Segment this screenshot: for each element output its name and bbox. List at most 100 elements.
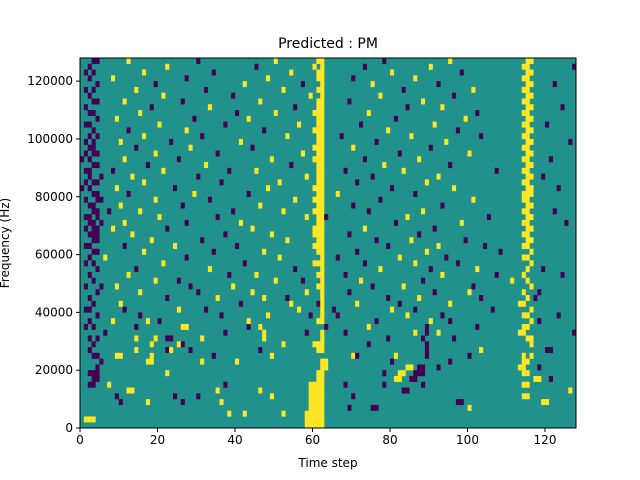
heatmap-cell (258, 98, 263, 105)
heatmap-cell (320, 219, 325, 226)
heatmap-cell (521, 63, 526, 70)
heatmap-cell (304, 289, 309, 296)
heatmap-cell (421, 364, 426, 371)
heatmap-cell (316, 190, 321, 197)
heatmap-cell (564, 219, 569, 226)
heatmap-cell (87, 63, 92, 70)
heatmap-cell (254, 63, 259, 70)
heatmap-cell (312, 225, 317, 232)
heatmap-cell (397, 300, 402, 307)
heatmap-cell (405, 214, 410, 221)
heatmap-cell (91, 237, 96, 244)
heatmap-cell (80, 156, 85, 163)
heatmap-cell (320, 150, 325, 157)
heatmap-cell (169, 347, 174, 354)
heatmap-cell (320, 81, 325, 88)
heatmap-cell (459, 219, 464, 226)
heatmap-cell (126, 271, 131, 278)
heatmap-cell (525, 214, 530, 221)
heatmap-cell (227, 167, 232, 174)
heatmap-cell (393, 375, 398, 382)
heatmap-cell (157, 214, 162, 221)
heatmap-cell (320, 98, 325, 105)
y-tick-label: 100000 (27, 132, 73, 146)
heatmap-cell (529, 248, 534, 255)
heatmap-cell (219, 399, 224, 406)
heatmap-cell (308, 399, 313, 406)
heatmap-cell (149, 104, 154, 111)
heatmap-cell (320, 225, 325, 232)
x-tick-label: 40 (227, 433, 242, 447)
heatmap-cell (211, 352, 216, 359)
heatmap-cell (525, 381, 530, 388)
heatmap-cell (165, 335, 170, 342)
heatmap-cell (269, 352, 274, 359)
heatmap-cell (386, 127, 391, 134)
heatmap-cell (196, 58, 201, 64)
heatmap-cell (409, 375, 414, 382)
heatmap-cell (525, 208, 530, 215)
heatmap-cell (355, 248, 360, 255)
heatmap-cell (448, 300, 453, 307)
heatmap-cell (483, 243, 488, 249)
heatmap-cell (316, 162, 321, 169)
heatmap-cell (463, 237, 468, 244)
heatmap-cell (316, 110, 321, 117)
heatmap-cell (432, 225, 437, 232)
heatmap-cell (153, 196, 158, 203)
heatmap-cell (440, 271, 445, 278)
heatmap-cell (180, 98, 185, 105)
heatmap-cell (320, 295, 325, 302)
heatmap-cell (200, 133, 205, 140)
heatmap-cell (107, 381, 112, 388)
heatmap-cell (91, 162, 96, 169)
heatmap-cell (320, 410, 325, 417)
heatmap-cell (153, 81, 158, 88)
heatmap-cell (525, 266, 530, 273)
heatmap-cell (134, 144, 139, 151)
heatmap-cell (467, 404, 472, 411)
heatmap-cell (529, 115, 534, 122)
heatmap-cell (405, 387, 410, 394)
heatmap-cell (91, 370, 96, 377)
heatmap-cell (529, 173, 534, 180)
heatmap-cell (362, 225, 367, 232)
heatmap-cell (312, 231, 317, 238)
heatmap-cell (157, 121, 162, 128)
heatmap-cell (320, 404, 325, 411)
heatmap-cell (463, 115, 468, 122)
heatmap-cell (262, 295, 267, 302)
heatmap-cell (529, 162, 534, 169)
heatmap-cell (312, 422, 317, 429)
heatmap-cell (529, 92, 534, 99)
heatmap-cell (95, 248, 100, 255)
heatmap-cell (91, 231, 96, 238)
heatmap-cell (281, 208, 286, 215)
heatmap-cell (91, 127, 96, 134)
heatmap-cell (91, 179, 96, 186)
heatmap-cell (494, 271, 499, 278)
heatmap-cell (455, 127, 460, 134)
heatmap-cell (145, 358, 150, 365)
heatmap-cell (269, 156, 274, 163)
heatmap-cell (479, 295, 484, 302)
heatmap-cell (316, 156, 321, 163)
heatmap-cell (118, 399, 123, 406)
heatmap-cell (455, 260, 460, 267)
heatmap-cell (320, 185, 325, 192)
heatmap-cell (521, 219, 526, 226)
heatmap-cell (320, 173, 325, 180)
heatmap-cell (153, 335, 158, 342)
heatmap-cell (366, 341, 371, 348)
heatmap-cell (525, 254, 530, 261)
heatmap-cell (521, 271, 526, 278)
heatmap-cell (111, 75, 116, 82)
heatmap-cell (409, 133, 414, 140)
heatmap-cell (308, 92, 313, 99)
heatmap-cell (370, 283, 375, 290)
heatmap-cell (393, 115, 398, 122)
heatmap-cell (95, 162, 100, 169)
heatmap-cell (142, 133, 147, 140)
heatmap-cell (424, 179, 429, 186)
